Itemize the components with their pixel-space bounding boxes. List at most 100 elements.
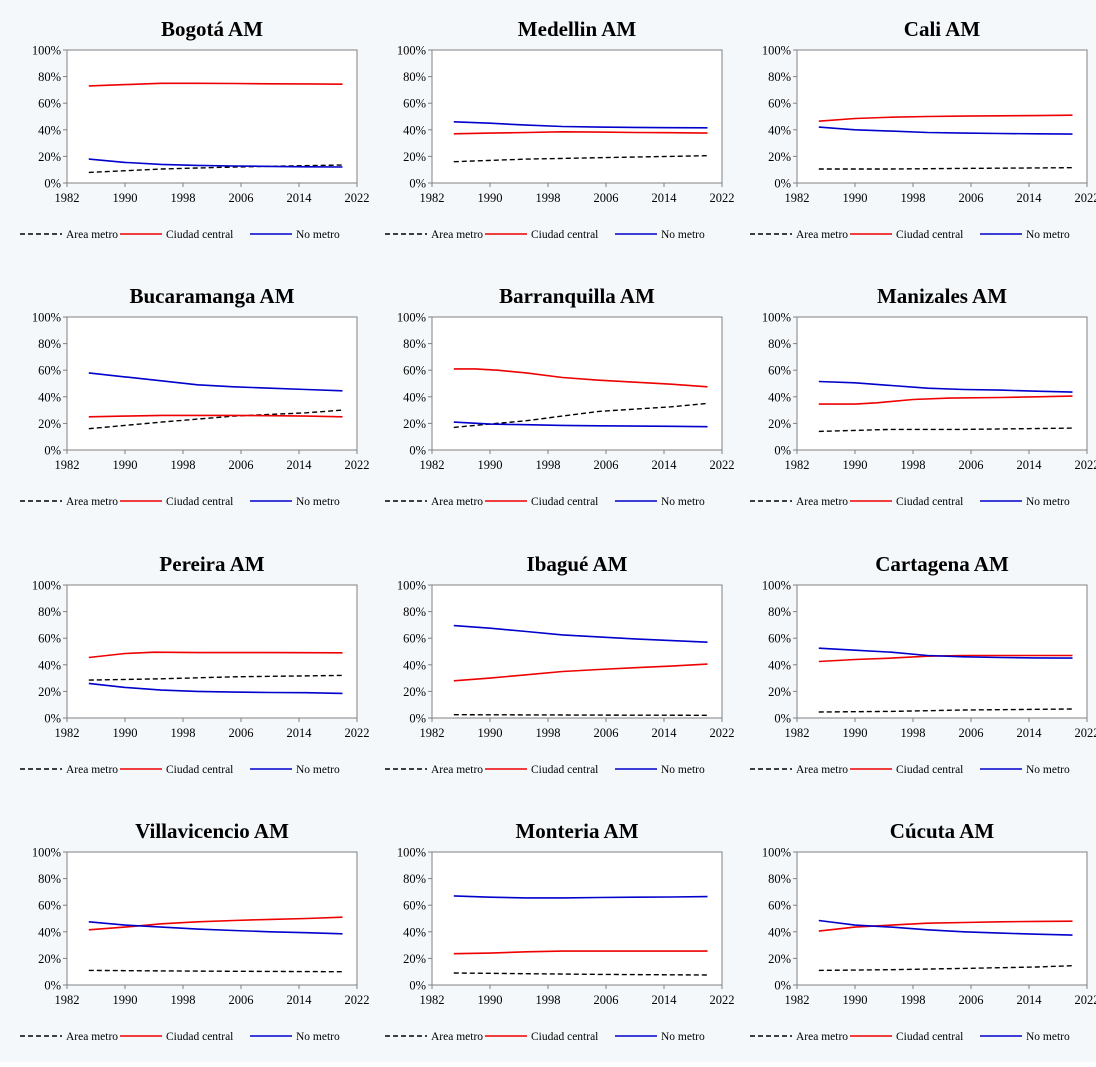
y-tick-label: 80%	[38, 872, 61, 886]
y-tick-label: 80%	[38, 337, 61, 351]
legend-label-no-metro: No metro	[1026, 1031, 1070, 1043]
x-tick-label: 1990	[478, 458, 503, 472]
y-tick-label: 100%	[397, 579, 426, 593]
legend-label-area-metro: Area metro	[431, 229, 483, 241]
y-tick-label: 40%	[768, 925, 791, 939]
y-tick-label: 0%	[44, 177, 61, 191]
legend-label-area-metro: Area metro	[66, 229, 118, 241]
legend-label-area-metro: Area metro	[796, 496, 848, 508]
y-tick-label: 60%	[403, 899, 426, 913]
x-tick-label: 2006	[594, 458, 619, 472]
x-tick-label: 2014	[287, 726, 313, 740]
y-tick-label: 0%	[774, 712, 791, 726]
y-tick-label: 0%	[409, 979, 426, 993]
chart-title: Medellin AM	[518, 17, 637, 41]
chart-title: Monteria AM	[515, 819, 638, 843]
y-tick-label: 20%	[403, 685, 426, 699]
x-tick-label: 2014	[287, 993, 313, 1007]
y-tick-label: 20%	[768, 685, 791, 699]
y-tick-label: 20%	[403, 952, 426, 966]
x-tick-label: 2006	[229, 993, 254, 1007]
y-tick-label: 0%	[409, 177, 426, 191]
x-tick-label: 2006	[959, 993, 984, 1007]
legend-label-ciudad-central: Ciudad central	[531, 229, 598, 241]
y-tick-label: 0%	[774, 177, 791, 191]
y-tick-label: 20%	[38, 150, 61, 164]
y-tick-label: 80%	[768, 70, 791, 84]
x-tick-label: 1998	[536, 993, 561, 1007]
x-tick-label: 1990	[843, 726, 868, 740]
y-tick-label: 40%	[768, 390, 791, 404]
x-tick-label: 1982	[55, 726, 80, 740]
x-tick-label: 1982	[785, 726, 810, 740]
plot-area	[797, 852, 1087, 985]
legend-label-ciudad-central: Ciudad central	[896, 764, 963, 776]
y-tick-label: 20%	[768, 150, 791, 164]
x-tick-label: 2022	[1075, 726, 1096, 740]
y-tick-label: 40%	[768, 123, 791, 137]
y-tick-label: 60%	[38, 97, 61, 111]
x-tick-label: 2006	[594, 993, 619, 1007]
y-tick-label: 60%	[768, 97, 791, 111]
y-tick-label: 80%	[403, 605, 426, 619]
x-tick-label: 2014	[1017, 458, 1043, 472]
x-tick-label: 1998	[901, 726, 926, 740]
y-tick-label: 100%	[762, 846, 791, 860]
y-tick-label: 20%	[403, 417, 426, 431]
x-tick-label: 2014	[652, 726, 678, 740]
x-tick-label: 2014	[1017, 993, 1043, 1007]
x-tick-label: 1990	[843, 191, 868, 205]
x-tick-label: 1998	[901, 191, 926, 205]
x-tick-label: 1990	[113, 993, 138, 1007]
y-tick-label: 0%	[774, 444, 791, 458]
x-tick-label: 2022	[710, 726, 735, 740]
x-tick-label: 1990	[843, 993, 868, 1007]
y-tick-label: 40%	[403, 925, 426, 939]
y-tick-label: 20%	[768, 417, 791, 431]
legend-label-area-metro: Area metro	[431, 496, 483, 508]
plot-area	[797, 585, 1087, 718]
y-tick-label: 80%	[768, 337, 791, 351]
y-tick-label: 100%	[32, 44, 61, 58]
chart-title: Villavicencio AM	[135, 819, 289, 843]
plot-area	[67, 317, 357, 450]
x-tick-label: 2014	[287, 458, 313, 472]
y-tick-label: 0%	[409, 712, 426, 726]
legend-label-ciudad-central: Ciudad central	[166, 229, 233, 241]
y-tick-label: 40%	[768, 658, 791, 672]
legend-label-no-metro: No metro	[1026, 496, 1070, 508]
legend-label-area-metro: Area metro	[431, 764, 483, 776]
legend-label-area-metro: Area metro	[66, 764, 118, 776]
y-tick-label: 60%	[403, 97, 426, 111]
y-tick-label: 60%	[403, 632, 426, 646]
x-tick-label: 2022	[345, 726, 370, 740]
y-tick-label: 0%	[774, 979, 791, 993]
legend-label-ciudad-central: Ciudad central	[166, 1031, 233, 1043]
y-tick-label: 60%	[38, 632, 61, 646]
chart-title: Cali AM	[904, 17, 981, 41]
legend-label-no-metro: No metro	[296, 1031, 340, 1043]
chart-title: Ibagué AM	[527, 552, 628, 576]
y-tick-label: 60%	[38, 899, 61, 913]
y-tick-label: 80%	[38, 605, 61, 619]
x-tick-label: 2014	[652, 191, 678, 205]
x-tick-label: 1998	[536, 726, 561, 740]
legend-label-area-metro: Area metro	[431, 1031, 483, 1043]
legend-label-area-metro: Area metro	[796, 229, 848, 241]
legend-label-no-metro: No metro	[661, 229, 705, 241]
y-tick-label: 40%	[38, 390, 61, 404]
x-tick-label: 1990	[478, 191, 503, 205]
y-tick-label: 0%	[44, 444, 61, 458]
legend-label-no-metro: No metro	[661, 1031, 705, 1043]
y-tick-label: 20%	[38, 952, 61, 966]
x-tick-label: 2006	[959, 458, 984, 472]
y-tick-label: 100%	[32, 311, 61, 325]
y-tick-label: 100%	[762, 44, 791, 58]
x-tick-label: 1982	[420, 191, 445, 205]
chart-title: Cúcuta AM	[890, 819, 995, 843]
